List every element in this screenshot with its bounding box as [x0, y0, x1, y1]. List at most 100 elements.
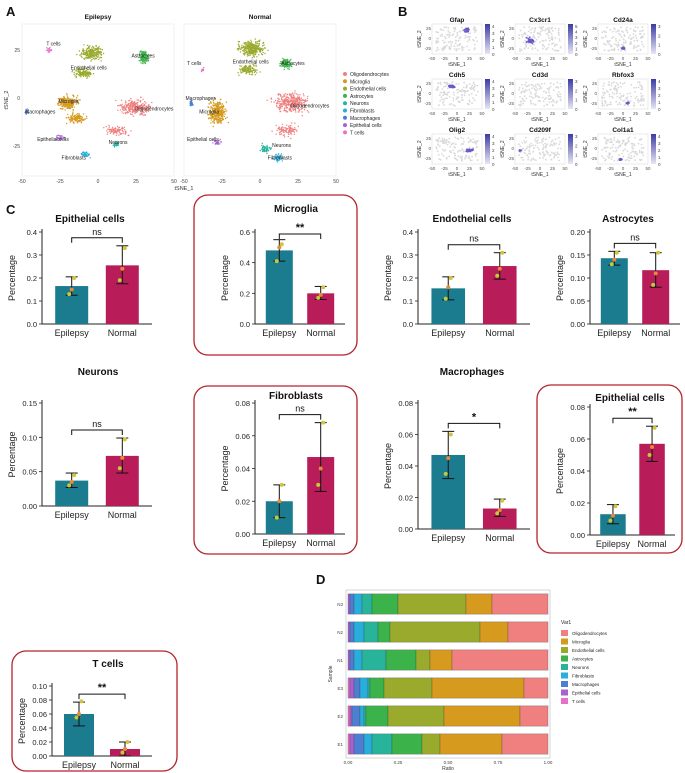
stacked-segment	[385, 649, 417, 671]
feature-point	[471, 155, 473, 158]
feature-point	[536, 88, 539, 90]
data-point	[612, 257, 617, 262]
tsne-point	[143, 53, 145, 55]
tsne-point	[212, 104, 214, 107]
tsne-point	[307, 111, 310, 113]
feature-point	[554, 27, 557, 30]
feature-point	[474, 155, 477, 157]
tsne-point	[126, 105, 128, 107]
data-point	[497, 266, 502, 271]
feature-point	[521, 83, 523, 86]
tsne-point	[222, 111, 224, 114]
feature-point	[607, 83, 610, 86]
feature-y-tick: -25	[424, 156, 431, 161]
tsne-point	[100, 60, 102, 62]
feature-point	[553, 101, 556, 103]
y-tick-label: 0.4	[27, 228, 37, 237]
tsne-point	[127, 111, 129, 114]
feature-x-tick: -50	[595, 56, 602, 61]
y-tick-label: 0.02	[570, 499, 585, 508]
gene-title: Olig2	[449, 127, 466, 134]
feature-point	[541, 47, 544, 50]
tsne-point	[221, 112, 223, 115]
tsne-point	[268, 146, 271, 149]
tsne-point	[249, 45, 252, 47]
tsne-point	[95, 54, 98, 56]
feature-point	[542, 154, 545, 157]
tsne-point	[27, 112, 29, 114]
stacked-segment	[387, 705, 445, 727]
feature-point	[435, 41, 437, 44]
y-tick-label: 0.00	[398, 525, 413, 534]
feature-point	[464, 36, 467, 39]
feature-point	[449, 150, 451, 152]
tsne-point	[264, 147, 266, 149]
feature-x-tick: 50	[562, 56, 568, 61]
feature-point	[473, 26, 476, 29]
stacked-segment	[363, 621, 379, 643]
feature-point	[642, 95, 644, 97]
feature-point	[525, 85, 528, 88]
tsne-point	[122, 106, 124, 109]
bar-chart: Epithelial cells0.00.10.20.30.4Percentag…	[7, 214, 152, 338]
stacked-segment	[479, 621, 509, 643]
feature-point	[603, 42, 606, 45]
feature-point	[532, 97, 535, 100]
stacked-segment	[451, 649, 549, 671]
feature-point-high	[451, 86, 454, 89]
feature-point	[614, 43, 616, 45]
feature-point	[549, 85, 552, 88]
feature-point	[603, 30, 606, 32]
feature-point	[612, 36, 615, 38]
tsne-point	[144, 62, 146, 64]
tsne-x-tick: -25	[56, 179, 63, 185]
feature-x-tick: -50	[512, 56, 519, 61]
tsne-point	[259, 51, 261, 53]
feature-point	[530, 142, 533, 145]
feature-point	[636, 39, 639, 42]
tsne-point	[147, 59, 150, 61]
feature-point	[519, 145, 522, 148]
feature-point	[554, 37, 557, 39]
tsne-point	[293, 133, 296, 135]
feature-point	[542, 43, 544, 46]
feature-point	[441, 98, 443, 101]
tsne-point	[100, 51, 102, 53]
tsne-point	[224, 108, 227, 110]
tsne-point	[25, 109, 28, 111]
feature-point	[613, 139, 616, 141]
feature-point	[548, 154, 551, 157]
tsne-point	[278, 106, 281, 108]
feature-y-label: tSNE_2	[500, 140, 506, 157]
feature-point	[549, 144, 551, 147]
tsne-point	[89, 45, 91, 47]
feature-point-high	[525, 36, 528, 39]
feature-x-tick: 25	[550, 56, 556, 61]
feature-point	[523, 26, 526, 29]
tsne-point	[277, 107, 279, 109]
feature-point	[535, 136, 538, 139]
tsne-point	[60, 103, 62, 105]
tsne-point	[56, 135, 58, 137]
feature-point	[618, 39, 621, 42]
tsne-point	[246, 69, 248, 72]
feature-point	[521, 142, 524, 144]
color-scale-label: 4	[658, 79, 661, 84]
feature-point	[636, 49, 639, 52]
y-tick-label: 0.00	[570, 531, 585, 540]
tsne-point	[129, 99, 131, 102]
sample-label: E1	[337, 742, 343, 747]
tsne-point	[285, 127, 287, 130]
feature-point	[634, 159, 636, 162]
tsne-point	[138, 54, 141, 56]
tsne-point	[224, 113, 226, 115]
feature-x-tick: 50	[562, 111, 568, 116]
feature-point	[519, 95, 521, 98]
feature-point	[629, 34, 631, 37]
color-scale-bar	[485, 24, 490, 54]
tsne-point	[266, 99, 268, 102]
tsne-point	[64, 102, 67, 105]
feature-point	[535, 159, 537, 162]
